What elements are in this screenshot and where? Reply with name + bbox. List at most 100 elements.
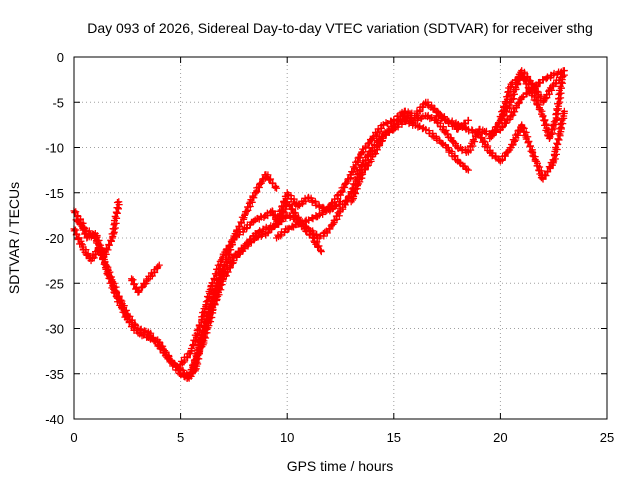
data-point (451, 152, 459, 160)
data-point (525, 137, 533, 145)
data-point (464, 166, 472, 174)
data-point (115, 198, 123, 206)
x-tick-label: 10 (280, 430, 294, 445)
data-point (194, 325, 202, 333)
chart-title: Day 093 of 2026, Sidereal Day-to-day VTE… (87, 20, 593, 36)
data-point (486, 148, 494, 156)
data-point (154, 263, 162, 271)
data-point (518, 94, 526, 102)
data-point (509, 111, 517, 119)
data-points (70, 67, 568, 382)
data-point (72, 208, 80, 216)
data-series (496, 71, 567, 142)
data-point (491, 126, 499, 134)
data-point (247, 239, 255, 247)
data-point (351, 164, 359, 172)
y-axis-ticks: 0 -5 -10 -15 -20 -25 -30 -35 -40 (45, 50, 607, 427)
data-point (322, 207, 330, 215)
data-point (422, 126, 430, 134)
data-point (558, 76, 566, 84)
x-axis-label: GPS time / hours (287, 458, 394, 474)
data-point (271, 222, 279, 230)
data-point (222, 272, 230, 280)
y-tick-label: -20 (45, 231, 64, 246)
data-point (104, 246, 112, 254)
data-point (234, 228, 242, 236)
data-point (191, 356, 199, 364)
data-point (551, 155, 559, 163)
data-point (89, 230, 97, 238)
x-tick-label: 15 (387, 430, 401, 445)
data-point (137, 284, 145, 292)
data-point (364, 140, 372, 148)
data-point (450, 153, 458, 161)
plot-frame (73, 56, 608, 420)
data-point (498, 124, 506, 132)
data-point (397, 117, 405, 125)
x-tick-label: 5 (177, 430, 184, 445)
data-point (113, 198, 121, 206)
data-point (148, 272, 156, 280)
data-point (273, 184, 281, 192)
data-series (486, 67, 568, 142)
data-point (555, 136, 563, 144)
data-series (198, 189, 344, 351)
y-axis-label: SDTVAR / TECUs (6, 182, 22, 294)
data-point (308, 198, 316, 206)
x-tick-label: 25 (600, 430, 614, 445)
data-point (317, 248, 325, 256)
data-point (456, 158, 464, 166)
data-series (128, 261, 163, 296)
data-point (542, 172, 550, 180)
data-point (315, 242, 323, 250)
data-point (267, 175, 275, 183)
grid-lines (74, 57, 607, 419)
data-series (432, 107, 568, 183)
data-point (121, 307, 129, 315)
x-tick-label: 20 (493, 430, 507, 445)
data-point (301, 217, 309, 225)
y-tick-label: 0 (57, 50, 64, 65)
y-tick-label: -35 (45, 367, 64, 382)
y-tick-label: -15 (45, 186, 64, 201)
data-series (72, 116, 472, 382)
data-point (90, 254, 98, 262)
data-point (464, 116, 472, 124)
data-point (241, 211, 249, 219)
data-point (111, 224, 119, 232)
data-point (149, 333, 157, 341)
data-point (458, 122, 466, 130)
data-point (560, 71, 568, 79)
data-point (201, 329, 209, 337)
data-point (532, 97, 540, 105)
data-point (210, 301, 218, 309)
data-point (77, 240, 85, 248)
data-point (277, 232, 285, 240)
data-point (556, 98, 564, 106)
data-point (418, 103, 426, 111)
data-point (500, 102, 508, 110)
y-tick-label: -25 (45, 276, 64, 291)
y-tick-label: -40 (45, 412, 64, 427)
data-point (560, 107, 568, 115)
data-series (273, 98, 472, 242)
data-point (352, 185, 360, 193)
y-tick-label: -30 (45, 322, 64, 337)
x-tick-label: 0 (70, 430, 77, 445)
data-point (511, 137, 519, 145)
data-point (205, 293, 213, 301)
data-point (527, 147, 535, 155)
data-point (114, 205, 122, 213)
y-tick-label: -10 (45, 141, 64, 156)
data-point (559, 72, 567, 80)
data-point (155, 261, 163, 269)
data-point (215, 285, 223, 293)
data-point (129, 276, 137, 284)
y-tick-label: -5 (52, 95, 64, 110)
data-point (225, 250, 233, 258)
x-axis-ticks: 0 5 10 15 20 25 (70, 57, 614, 445)
data-point (360, 166, 368, 174)
data-point (408, 115, 416, 123)
data-point (539, 98, 547, 106)
